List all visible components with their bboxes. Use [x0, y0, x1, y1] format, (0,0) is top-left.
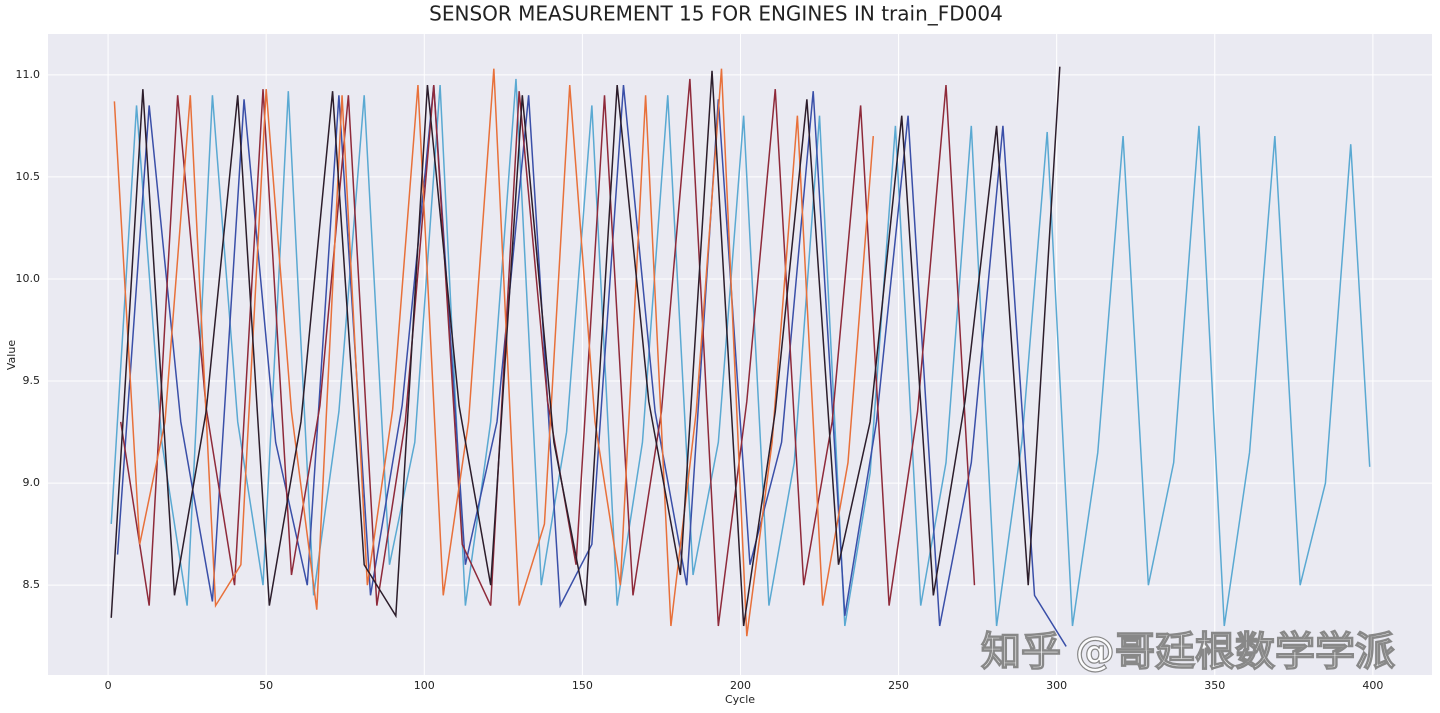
series-line — [116, 84, 1067, 647]
x-tick-label: 250 — [888, 679, 909, 692]
x-tick-label: 400 — [1362, 679, 1383, 692]
x-axis-label: Cycle — [725, 693, 755, 706]
x-tick-label: 150 — [572, 679, 593, 692]
series-line — [110, 78, 1371, 627]
y-axis-label: Value — [5, 340, 18, 370]
x-tick-label: 300 — [1046, 679, 1067, 692]
series-line — [113, 68, 875, 637]
y-tick-label: 9.0 — [23, 476, 41, 489]
lines — [110, 66, 1371, 647]
y-tick-label: 8.5 — [23, 578, 41, 591]
x-tick-label: 0 — [105, 679, 112, 692]
y-tick-label: 10.5 — [16, 170, 41, 183]
y-tick-label: 9.5 — [23, 374, 41, 387]
x-tick-label: 100 — [414, 679, 435, 692]
series-line — [119, 78, 976, 627]
watermark: 知乎 @哥廷根数学学派 — [981, 629, 1395, 675]
x-tick-label: 50 — [259, 679, 273, 692]
y-tick-label: 11.0 — [16, 68, 41, 81]
x-tick-label: 200 — [730, 679, 751, 692]
series-line — [110, 66, 1061, 627]
chart-title: SENSOR MEASUREMENT 15 FOR ENGINES IN tra… — [429, 2, 1003, 26]
y-tick-label: 10.0 — [16, 272, 41, 285]
x-tick-label: 350 — [1204, 679, 1225, 692]
